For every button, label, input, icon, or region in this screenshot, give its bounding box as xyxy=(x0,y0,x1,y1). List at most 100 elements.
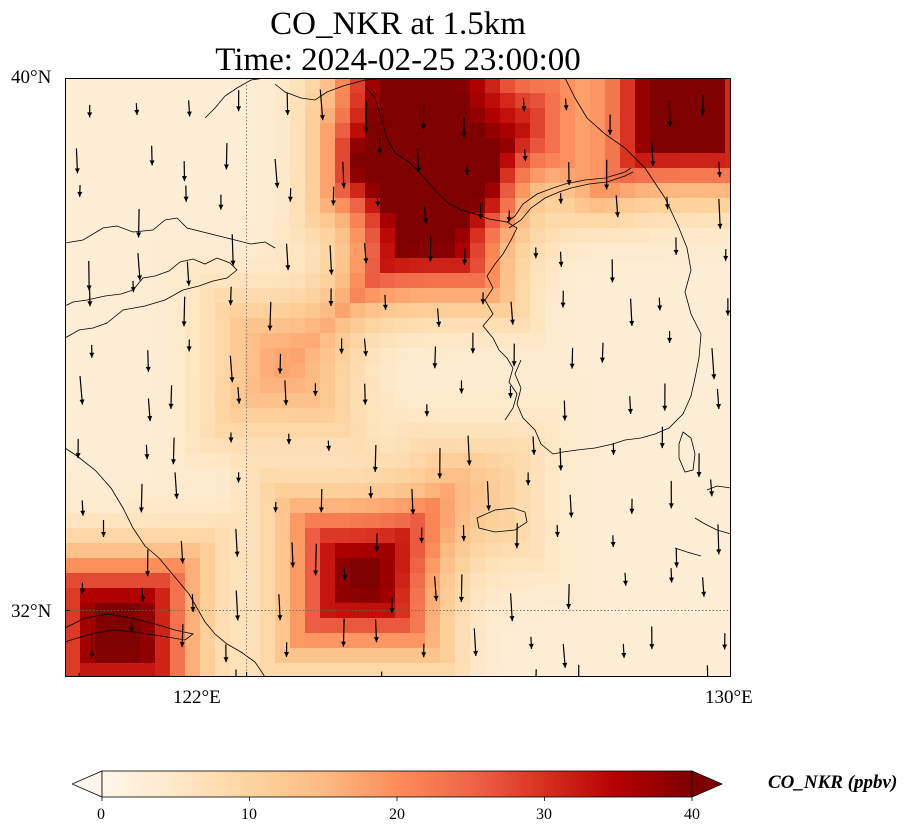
wind-arrow-head xyxy=(610,449,616,455)
field-cell xyxy=(305,603,321,619)
field-cell xyxy=(725,108,731,124)
field-cell xyxy=(680,258,696,274)
field-cell xyxy=(470,348,486,364)
field-cell xyxy=(515,228,531,244)
field-cell xyxy=(365,183,381,199)
field-cell xyxy=(200,543,216,559)
field-cell xyxy=(350,258,366,274)
field-cell xyxy=(710,558,726,574)
field-cell xyxy=(95,483,111,499)
field-cell xyxy=(350,153,366,169)
field-cell xyxy=(515,618,531,634)
field-cell xyxy=(680,483,696,499)
field-cell xyxy=(380,333,396,349)
field-cell xyxy=(650,318,666,334)
field-cell xyxy=(350,438,366,454)
field-cell xyxy=(350,213,366,229)
field-cell xyxy=(590,123,606,139)
field-cell xyxy=(620,408,636,424)
field-cell xyxy=(335,123,351,139)
field-cell xyxy=(470,243,486,259)
field-cell xyxy=(665,408,681,424)
co-concentration-field xyxy=(65,78,731,677)
field-cell xyxy=(215,588,231,604)
field-cell xyxy=(725,318,731,334)
field-cell xyxy=(380,558,396,574)
jeju-island xyxy=(476,507,528,533)
field-cell xyxy=(470,138,486,154)
field-cell xyxy=(455,303,471,319)
field-cell xyxy=(65,468,81,484)
field-cell xyxy=(245,393,261,409)
field-cell xyxy=(380,483,396,499)
field-cell xyxy=(665,378,681,394)
field-cell xyxy=(425,663,441,677)
field-cell xyxy=(350,498,366,514)
field-cell xyxy=(650,168,666,184)
field-cell xyxy=(455,78,471,94)
field-cell xyxy=(665,258,681,274)
field-cell xyxy=(560,543,576,559)
wind-arrow-head xyxy=(568,512,574,518)
field-cell xyxy=(485,273,501,289)
field-cell xyxy=(380,393,396,409)
field-cell xyxy=(530,243,546,259)
wind-arrow-head xyxy=(236,106,242,112)
field-cell xyxy=(140,138,156,154)
field-cell xyxy=(125,633,141,649)
field-cell xyxy=(620,303,636,319)
field-cell xyxy=(200,288,216,304)
field-cell xyxy=(380,408,396,424)
field-cell xyxy=(335,348,351,364)
field-cell xyxy=(560,603,576,619)
field-cell xyxy=(695,513,711,529)
field-cell xyxy=(620,423,636,439)
field-cell xyxy=(605,363,621,379)
field-cell xyxy=(305,528,321,544)
field-cell xyxy=(380,288,396,304)
wind-arrow-head xyxy=(424,411,430,417)
field-cell xyxy=(200,213,216,229)
field-cell xyxy=(425,633,441,649)
field-cell xyxy=(110,378,126,394)
field-cell xyxy=(290,663,306,677)
field-cell xyxy=(500,498,516,514)
field-cell xyxy=(560,243,576,259)
field-cell xyxy=(650,618,666,634)
field-cell xyxy=(230,93,246,109)
field-cell xyxy=(650,138,666,154)
field-cell xyxy=(665,423,681,439)
field-cell xyxy=(230,378,246,394)
field-cell xyxy=(725,273,731,289)
wind-arrow-head xyxy=(218,204,224,210)
field-cell xyxy=(200,588,216,604)
field-cell xyxy=(335,228,351,244)
field-cell xyxy=(335,318,351,334)
field-cell xyxy=(485,123,501,139)
field-cell xyxy=(215,378,231,394)
wind-arrow-head xyxy=(389,608,395,614)
field-cell xyxy=(620,228,636,244)
field-cell xyxy=(635,138,651,154)
field-cell xyxy=(575,453,591,469)
field-cell xyxy=(710,363,726,379)
field-cell xyxy=(635,513,651,529)
field-cell xyxy=(590,483,606,499)
field-cell xyxy=(185,303,201,319)
field-cell xyxy=(575,348,591,364)
field-cell xyxy=(110,273,126,289)
field-cell xyxy=(410,378,426,394)
wind-arrow-head xyxy=(181,176,187,182)
field-cell xyxy=(560,633,576,649)
field-cell xyxy=(245,138,261,154)
field-cell xyxy=(230,498,246,514)
field-cell xyxy=(635,288,651,304)
field-cell xyxy=(560,453,576,469)
field-cell xyxy=(440,348,456,364)
field-cell xyxy=(350,123,366,139)
field-cell xyxy=(695,108,711,124)
field-cell xyxy=(560,123,576,139)
field-cell xyxy=(95,93,111,109)
field-cell xyxy=(620,273,636,289)
field-cell xyxy=(245,348,261,364)
